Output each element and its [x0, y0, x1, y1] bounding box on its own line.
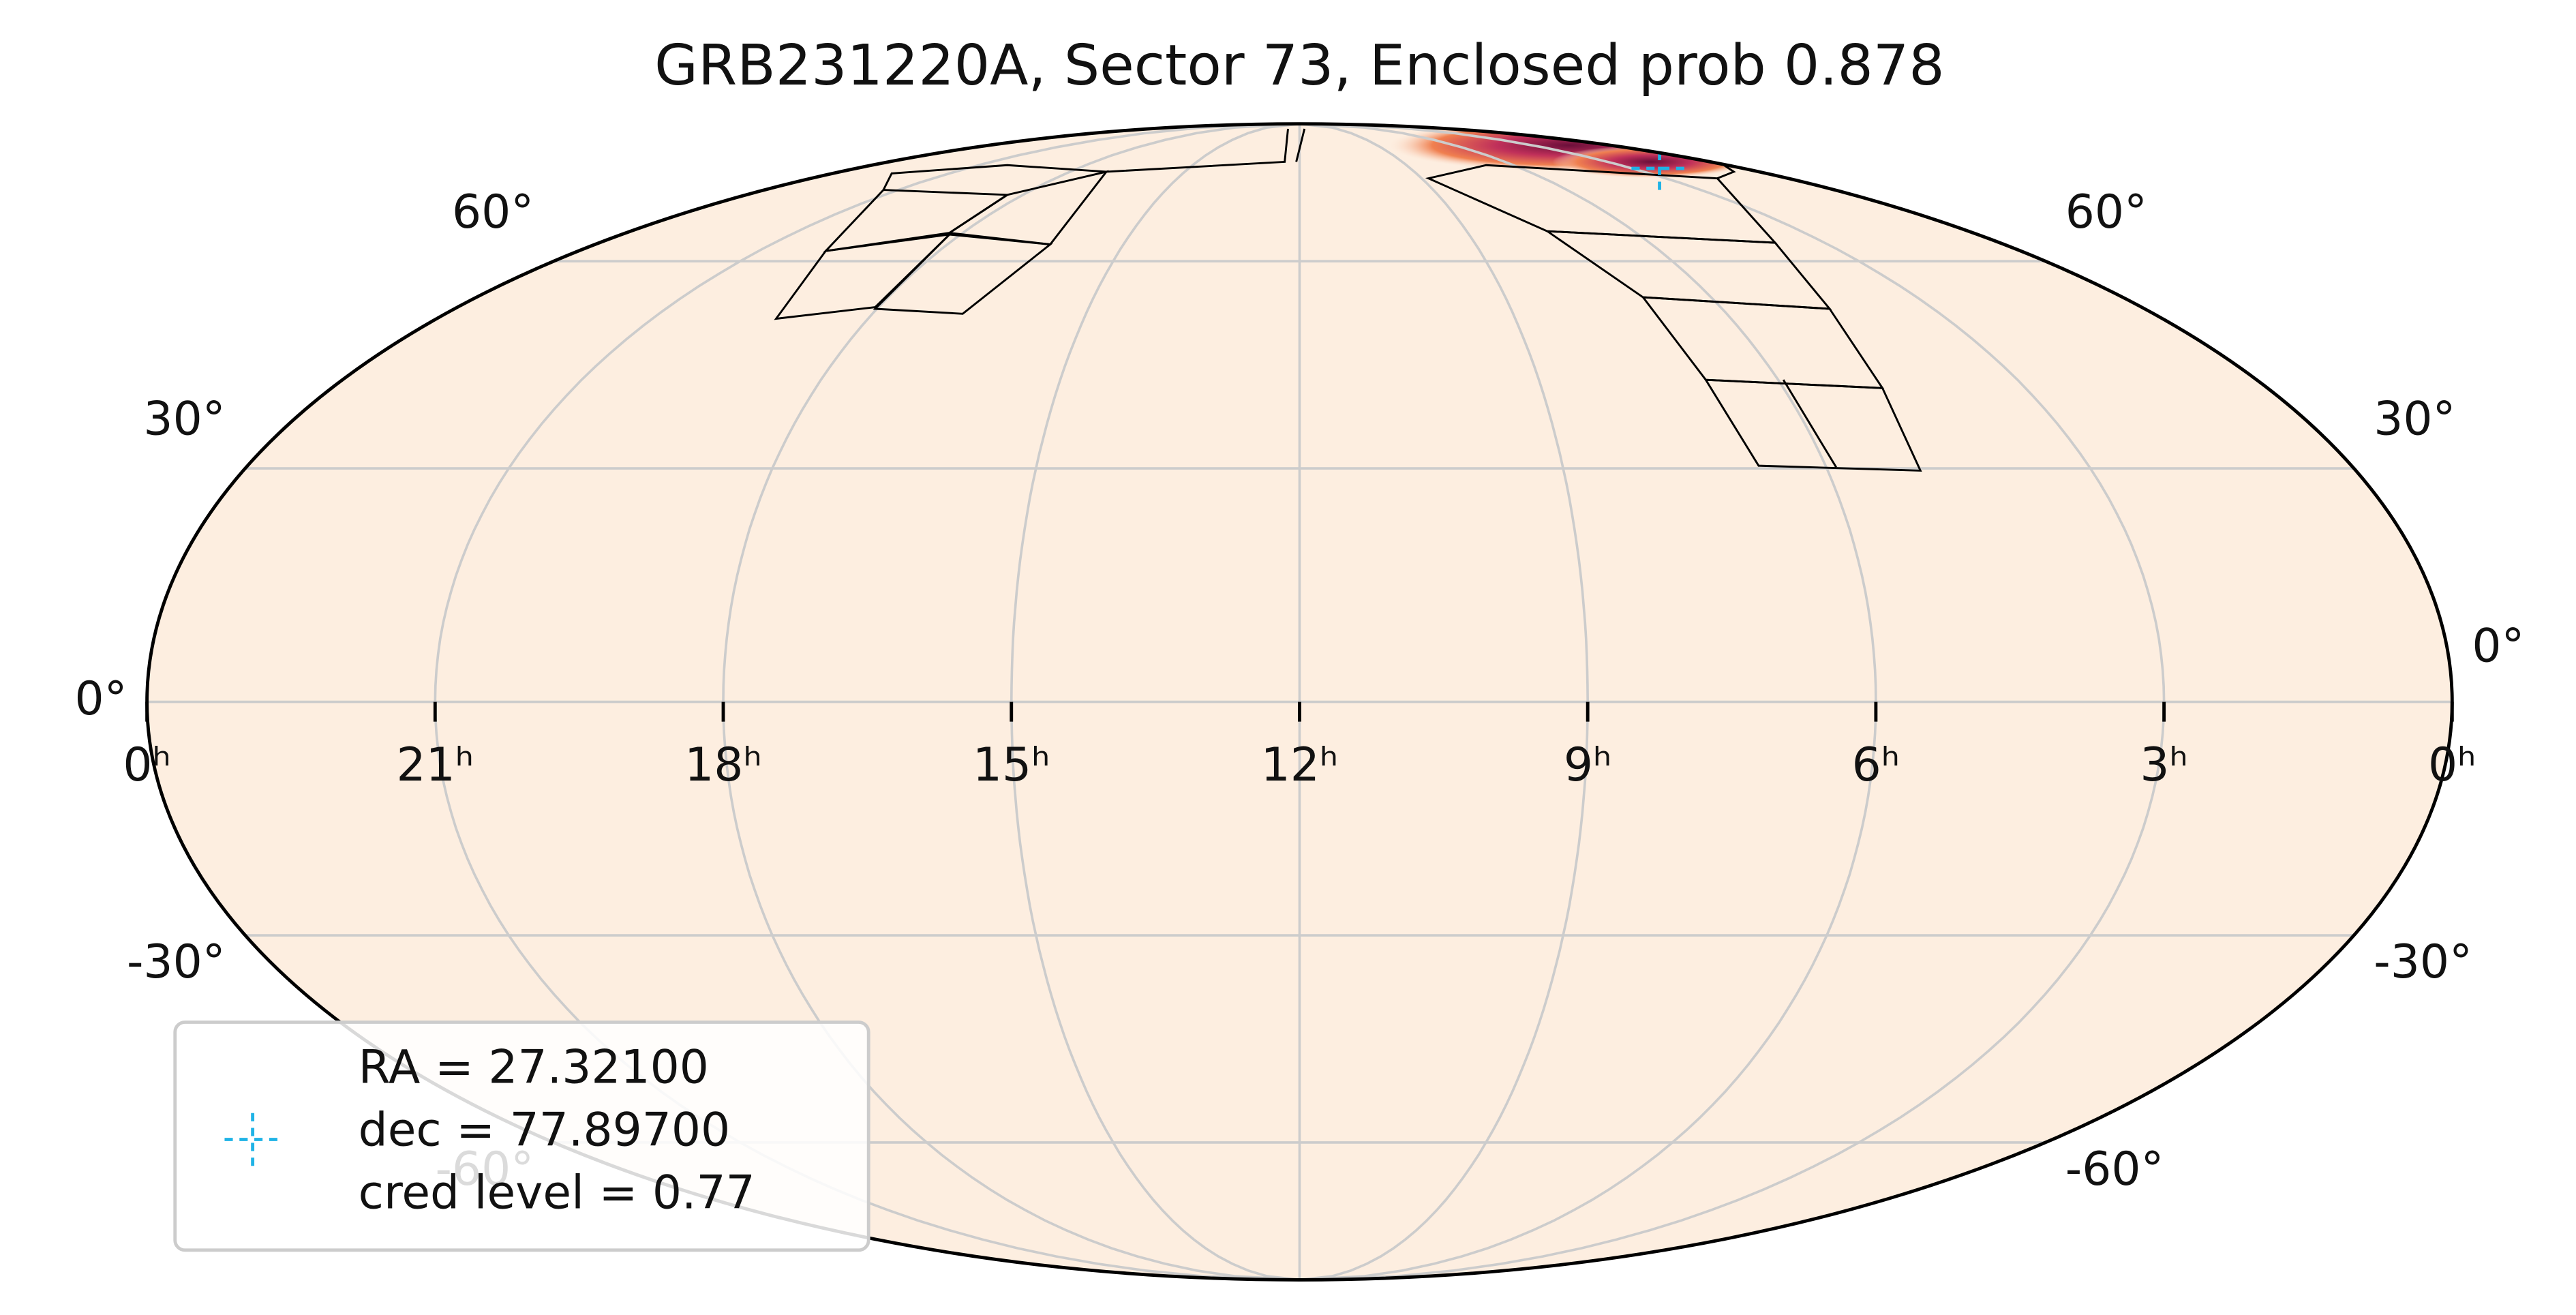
- legend-text: dec = 77.89700: [359, 1102, 731, 1156]
- sector-footprints: [774, 128, 1922, 472]
- ra-tick-label: 12ʰ: [1261, 738, 1339, 791]
- dec-tick-label: 60°: [2065, 185, 2147, 239]
- grb-marker: [1631, 151, 1688, 195]
- legend-box: [173, 1021, 870, 1252]
- ra-tick-label: 15ʰ: [973, 738, 1050, 791]
- ra-tick-label: 0ʰ: [123, 738, 171, 791]
- footprint: [882, 164, 1107, 191]
- dec-tick-label: 0°: [2472, 619, 2524, 673]
- dec-tick-label: 30°: [2374, 392, 2455, 446]
- dec-tick-label: 30°: [143, 392, 225, 446]
- legend-text: cred level = 0.77: [359, 1165, 755, 1219]
- sky-border: [145, 122, 2454, 1282]
- dec-tick-label: -30°: [2374, 935, 2472, 988]
- footprint: [1106, 128, 1289, 173]
- footprint: [1425, 164, 1778, 244]
- map-title: GRB231220A, Sector 73, Enclosed prob 0.8…: [654, 33, 1945, 98]
- dec-tick-label: -60°: [2065, 1142, 2164, 1196]
- ra-tick-label: 3ʰ: [2140, 738, 2188, 791]
- footprint: [1703, 378, 1922, 472]
- dec-tick-label: 60°: [452, 185, 534, 239]
- grid-line: [722, 122, 1300, 1282]
- footprint: [1295, 128, 1306, 162]
- grid-line: [1299, 122, 1589, 1282]
- grid-line: [1299, 122, 2166, 1282]
- footprint: [1716, 164, 1736, 179]
- legend: RA = 27.32100 dec = 77.89700 cred level …: [173, 1021, 870, 1252]
- ra-tick-label: 18ʰ: [684, 738, 762, 791]
- ra-tick-label: 6ʰ: [1852, 738, 1900, 791]
- dec-tick-label: 0°: [74, 671, 127, 725]
- ra-tick-label: 21ʰ: [396, 738, 474, 791]
- grid-line: [1299, 122, 1877, 1282]
- dec-tick-label: -30°: [127, 935, 226, 988]
- legend-text: RA = 27.32100: [359, 1040, 709, 1093]
- ra-tick-label: 9ʰ: [1564, 738, 1612, 791]
- footprint: [1782, 379, 1837, 468]
- grid-line: [1010, 122, 1300, 1282]
- ra-tick-label: 0ʰ: [2428, 738, 2476, 791]
- legend-marker: [224, 1113, 281, 1166]
